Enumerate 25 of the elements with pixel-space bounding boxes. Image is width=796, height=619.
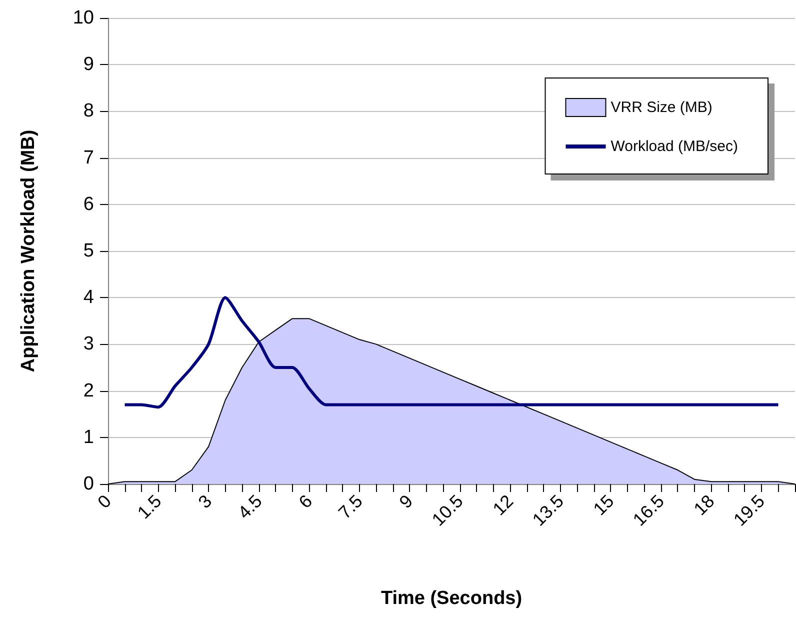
y-tick-label: 7 — [83, 147, 94, 168]
y-tick-label: 0 — [83, 474, 94, 494]
y-tick-label: 8 — [83, 100, 94, 122]
x-tick-label: 9 — [395, 490, 417, 512]
x-tick-label: 6 — [294, 490, 316, 512]
legend-label: Workload (MB/sec) — [610, 138, 738, 155]
y-tick-label: 9 — [83, 54, 94, 76]
legend-label: VRR Size (MB) — [610, 99, 712, 116]
x-axis-title: Time (Seconds) — [380, 588, 522, 609]
y-tick-label: 3 — [83, 334, 94, 355]
y-tick-label: 5 — [83, 240, 94, 262]
x-tick-label: 12 — [488, 490, 518, 520]
x-tick-label: 7.5 — [334, 490, 366, 523]
y-tick-label: 1 — [83, 426, 94, 448]
x-tick-label: 3 — [194, 490, 216, 512]
y-axis-title: Application Workload (MB) — [18, 130, 39, 372]
y-tick-label: 10 — [72, 8, 94, 28]
x-tick-label: 4.5 — [234, 490, 266, 523]
y-tick-label: 2 — [83, 380, 94, 402]
y-tick-label: 4 — [83, 287, 94, 308]
line-series — [123, 296, 780, 409]
x-tick-label: 15 — [589, 490, 618, 520]
y-tick-label: 6 — [83, 194, 94, 215]
x-tick-label: 18 — [690, 490, 718, 520]
x-tick-label: 1.5 — [134, 490, 166, 523]
